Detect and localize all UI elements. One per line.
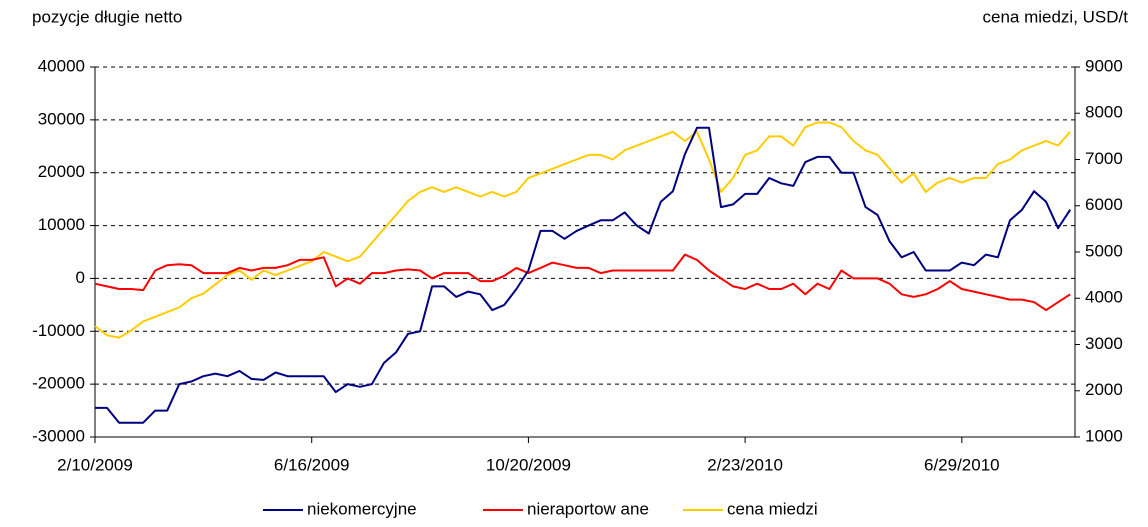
y-tick-label: 20000 (38, 162, 85, 181)
y2-tick-label: 7000 (1085, 149, 1123, 168)
legend-label: nieraportow ane (527, 499, 649, 518)
x-tick-label: 2/23/2010 (707, 455, 783, 474)
y2-tick-label: 3000 (1085, 334, 1123, 353)
series-line (94, 121, 1071, 339)
y2-tick-label: 9000 (1085, 56, 1123, 75)
y2-tick-label: 5000 (1085, 241, 1123, 260)
y2-tick-label: 2000 (1085, 380, 1123, 399)
y2-tick-label: 1000 (1085, 426, 1123, 445)
series-line (94, 253, 1071, 312)
series-line (95, 126, 1072, 424)
y2-tick-label: 6000 (1085, 195, 1123, 214)
x-tick-label: 2/10/2009 (57, 455, 133, 474)
x-tick-label: 6/16/2009 (274, 455, 350, 474)
y-tick-label: -30000 (32, 426, 85, 445)
y2-tick-label: 4000 (1085, 288, 1123, 307)
y-tick-label: 0 (76, 268, 85, 287)
y-tick-label: 30000 (38, 109, 85, 128)
y2-tick-label: 8000 (1085, 103, 1123, 122)
x-tick-label: 10/20/2009 (486, 455, 571, 474)
y-axis-label: pozycje długie netto (32, 7, 182, 26)
y-tick-label: 10000 (38, 215, 85, 234)
y-tick-label: -20000 (32, 374, 85, 393)
legend-label: niekomercyjne (307, 499, 417, 518)
y-tick-label: -10000 (32, 321, 85, 340)
y2-axis-label: cena miedzi, USD/t (983, 7, 1129, 26)
x-tick-label: 6/29/2010 (924, 455, 1000, 474)
legend-label: cena miedzi (727, 499, 818, 518)
y-tick-label: 40000 (38, 56, 85, 75)
